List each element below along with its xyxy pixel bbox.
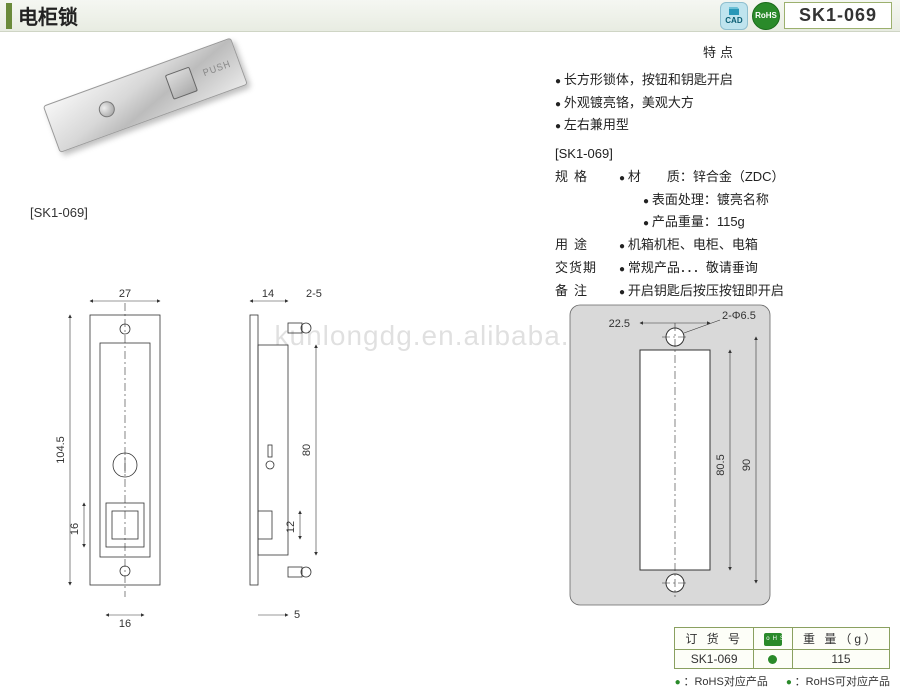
feature-item: 长方形锁体，按钮和钥匙开启 — [555, 69, 885, 92]
dim-side-top2: 2-5 — [306, 288, 322, 300]
header-accent — [6, 3, 12, 29]
legend-item: ：RoHS对应产品 — [675, 673, 768, 689]
dim-side-depth: 5 — [294, 609, 300, 621]
table-header: 订 货 号 — [675, 628, 754, 650]
spec-value: 材 质：锌合金（ZDC） — [619, 166, 885, 189]
header: 电柜锁 CAD RoHS SK1-069 — [0, 0, 900, 32]
spec-row: 规格 材 质：锌合金（ZDC） 表面处理：镀亮名称 产品重量：115g — [555, 166, 885, 234]
push-text: PUSH — [201, 58, 232, 78]
table-cell-weight: 115 — [792, 650, 889, 669]
dim-cut-inner: 80.5 — [715, 454, 727, 475]
rohs-label: RoHS — [755, 11, 777, 20]
dim-cut-width: 22.5 — [609, 318, 630, 330]
legend-item: ：RoHS可对应产品 — [786, 673, 890, 689]
header-left: 电柜锁 — [0, 1, 78, 30]
spec-value: 产品重量：115g — [619, 211, 885, 234]
product-photo: PUSH — [43, 31, 287, 210]
table-header-row: 订 货 号 重 量（g） — [675, 628, 890, 650]
spec-model: [SK1-069] — [555, 143, 885, 166]
feature-item: 左右兼用型 — [555, 114, 885, 137]
dim-front-height: 104.5 — [55, 436, 67, 464]
cad-badge-icon: CAD — [720, 2, 748, 30]
table-header-rohs — [753, 628, 792, 650]
spec-value: 机箱机柜、电柜、电箱 — [619, 234, 885, 257]
spec-values: 常规产品．．．敬请垂询 — [619, 257, 885, 280]
dim-btn-width: 16 — [119, 618, 131, 630]
spec-value: 表面处理：镀亮名称 — [619, 189, 885, 212]
key-cylinder-icon — [97, 99, 118, 120]
spec-values: 材 质：锌合金（ZDC） 表面处理：镀亮名称 产品重量：115g — [619, 166, 885, 234]
feature-item: 外观镀亮铬，美观大方 — [555, 92, 885, 115]
dim-cut-outer: 90 — [741, 459, 753, 471]
table-header: 重 量（g） — [792, 628, 889, 650]
table-cell-rohs — [753, 650, 792, 669]
spec-row: 交货期 常规产品．．．敬请垂询 — [555, 257, 885, 280]
spec-values: 机箱机柜、电柜、电箱 — [619, 234, 885, 257]
rohs-mini-icon — [764, 633, 782, 646]
order-table: 订 货 号 重 量（g） SK1-069 115 — [674, 627, 890, 669]
cad-label: CAD — [725, 16, 742, 25]
dim-cut-holes: 2-Φ6.5 — [722, 310, 756, 322]
spec-block: 特点 长方形锁体，按钮和钥匙开启 外观镀亮铬，美观大方 左右兼用型 [SK1-0… — [555, 42, 885, 302]
dim-side-top: 14 — [262, 288, 274, 300]
dim-btn-height: 16 — [69, 523, 81, 535]
model-number: SK1-069 — [784, 2, 892, 29]
technical-drawings: 27 104.5 16 16 14 2-5 80 12 — [30, 285, 880, 645]
lock-body: PUSH — [43, 38, 248, 153]
photo-label: [SK1-069] — [30, 205, 88, 220]
spec-row: 用途 机箱机柜、电柜、电箱 — [555, 234, 885, 257]
green-dot-icon — [768, 655, 777, 664]
spec-value: 常规产品．．．敬请垂询 — [619, 257, 885, 280]
dim-side-span: 80 — [301, 444, 313, 456]
dim-side-btn: 12 — [285, 521, 297, 533]
page-title: 电柜锁 — [18, 1, 78, 30]
spec-title: 特点 — [555, 42, 885, 65]
dim-front-width: 27 — [119, 288, 131, 300]
header-right: CAD RoHS SK1-069 — [720, 2, 900, 30]
feature-list: 长方形锁体，按钮和钥匙开启 外观镀亮铬，美观大方 左右兼用型 — [555, 69, 885, 137]
spec-key: 交货期 — [555, 257, 619, 280]
rohs-badge-icon: RoHS — [752, 2, 780, 30]
table-cell-code: SK1-069 — [675, 650, 754, 669]
legend: ：RoHS对应产品 ：RoHS可对应产品 — [675, 673, 890, 689]
table-row: SK1-069 115 — [675, 650, 890, 669]
spec-key: 规格 — [555, 166, 619, 234]
push-button-icon — [165, 67, 198, 100]
spec-key: 用途 — [555, 234, 619, 257]
